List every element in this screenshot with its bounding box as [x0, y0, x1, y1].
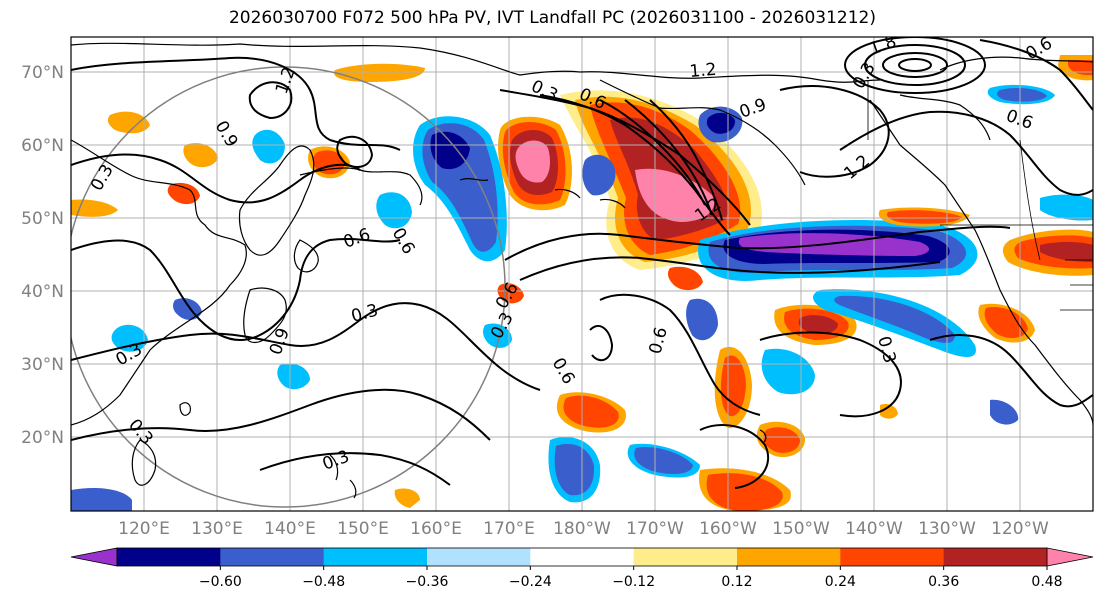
- political-borders: [867, 80, 1093, 311]
- lon-tick-label: 130°W: [918, 519, 976, 539]
- colorbar-bin: [117, 548, 221, 566]
- ivt-contours: [71, 37, 1093, 489]
- lon-tick-label: 170°E: [483, 519, 535, 539]
- coastlines: [71, 42, 1093, 499]
- page-title: 2026030700 F072 500 hPa PV, IVT Landfall…: [228, 8, 876, 28]
- colorbar-bin: [427, 548, 531, 566]
- lat-tick-label: 70°N: [21, 63, 64, 83]
- longitude-ticks: 120°E 130°E 140°E 150°E 160°E 170°E 180°…: [118, 519, 1049, 539]
- colorbar-over-arrow: [1046, 547, 1094, 567]
- colorbar-bin: [323, 548, 428, 566]
- lat-tick-label: 30°N: [21, 355, 64, 375]
- lon-tick-label: 150°W: [772, 519, 830, 539]
- colorbar-tick-label: −0.48: [302, 574, 345, 590]
- lat-tick-label: 40°N: [21, 282, 64, 302]
- colorbar-tick-label: 0.24: [825, 574, 856, 590]
- lon-tick-label: 180°W: [553, 519, 611, 539]
- colorbar-bin: [220, 548, 325, 566]
- latitude-ticks: 20°N 30°N 40°N 50°N 60°N 70°N: [21, 63, 64, 448]
- colorbar-bin: [840, 548, 945, 566]
- colorbar-tick-label: 0.48: [1031, 574, 1062, 590]
- lon-tick-label: 140°W: [845, 519, 903, 539]
- lon-tick-label: 140°E: [264, 519, 316, 539]
- colorbar-tick-label: −0.24: [509, 574, 552, 590]
- contour-label: 1.2: [689, 60, 718, 82]
- colorbar-tick-label: 0.12: [721, 574, 752, 590]
- colorbar: −0.60 −0.48 −0.36 −0.24 −0.12 0.12 0.24 0.36 0.4…: [70, 547, 1094, 590]
- colorbar-bin: [633, 548, 738, 566]
- colorbar-frame: [116, 547, 1048, 567]
- lon-tick-label: 120°E: [118, 519, 170, 539]
- colorbar-tick-label: −0.36: [406, 574, 449, 590]
- colorbar-tick-label: 0.36: [928, 574, 959, 590]
- lon-tick-label: 130°E: [191, 519, 243, 539]
- colorbar-bin: [943, 548, 1048, 566]
- lat-tick-label: 50°N: [21, 209, 64, 229]
- colorbar-under-arrow: [70, 547, 118, 567]
- colorbar-bin: [737, 548, 841, 566]
- lon-tick-label: 170°W: [626, 519, 684, 539]
- colorbar-tick-label: −0.60: [199, 574, 242, 590]
- colorbar-bin: [530, 548, 635, 566]
- map-frame: [70, 36, 1094, 512]
- lon-tick-label: 160°W: [699, 519, 757, 539]
- lon-tick-label: 150°E: [337, 519, 389, 539]
- colorbar-tick-label: −0.12: [612, 574, 655, 590]
- lon-tick-label: 160°E: [410, 519, 462, 539]
- lat-tick-label: 20°N: [21, 428, 64, 448]
- lon-tick-label: 120°W: [991, 519, 1049, 539]
- lat-tick-label: 60°N: [21, 136, 64, 156]
